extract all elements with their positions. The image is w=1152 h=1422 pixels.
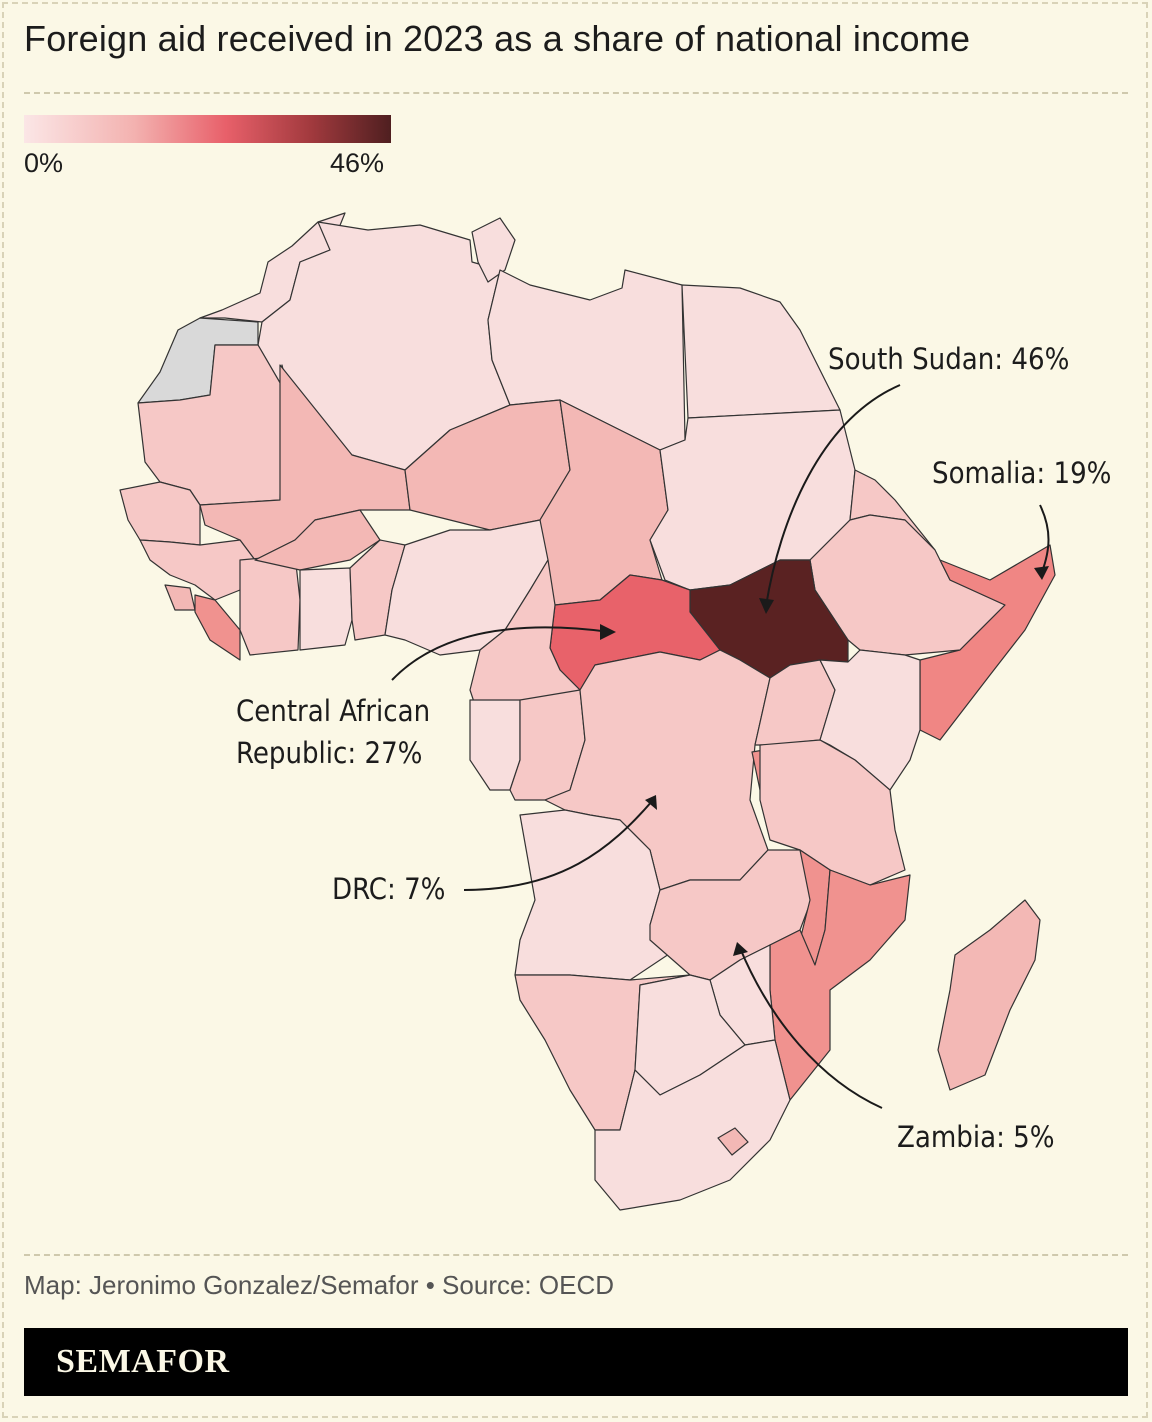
callout-drc: DRC: 7% [332,872,446,906]
arrow-car [391,626,611,681]
footer-divider [24,1254,1128,1256]
callout-somalia: Somalia: 19% [932,456,1112,490]
callout-zambia: Zambia: 5% [897,1120,1055,1154]
country-guinea [139,539,256,601]
country-sierra-leone [164,584,196,611]
callout-car-line1: Central African [236,694,431,728]
callout-south-sudan: South Sudan: 46% [828,342,1070,376]
country-egypt [681,284,841,419]
semafor-logo: SEMAFOR [56,1343,230,1380]
legend-max-label: 46% [330,148,385,178]
arrowhead-south-sudan [759,598,774,614]
country-burkina-faso [254,509,381,571]
country-madagascar [937,899,1041,1091]
country-somalia [919,544,1056,741]
callout-car-line2: Republic: 27% [236,736,423,770]
arrow-zambia [739,947,883,1109]
country-south-africa [594,1039,791,1211]
country-cote-divoire [239,554,301,656]
country-senegal [119,481,201,546]
legend-min-label: 0% [24,148,64,178]
chart-title: Foreign aid received in 2023 as a share … [24,18,971,59]
arrowhead-somalia [1034,566,1049,580]
africa-map [119,212,1056,1211]
title-divider [24,92,1128,94]
country-gabon [469,699,521,791]
country-tunisia [471,217,516,283]
brand-bar [24,1328,1128,1396]
arrow-somalia [1039,504,1050,573]
arrowhead-drc [645,795,657,810]
country-ghana [299,567,353,651]
country-liberia [194,594,241,661]
country-lesotho [717,1127,749,1156]
source-credit: Map: Jeronimo Gonzalez/Semafor • Source:… [24,1270,615,1300]
arrow-south-sudan [765,384,901,607]
arrowhead-zambia [733,942,748,956]
arrowhead-car [600,624,616,640]
arrow-drc [463,799,654,891]
legend-color-scale [24,115,391,143]
country-tanzania [759,739,906,886]
